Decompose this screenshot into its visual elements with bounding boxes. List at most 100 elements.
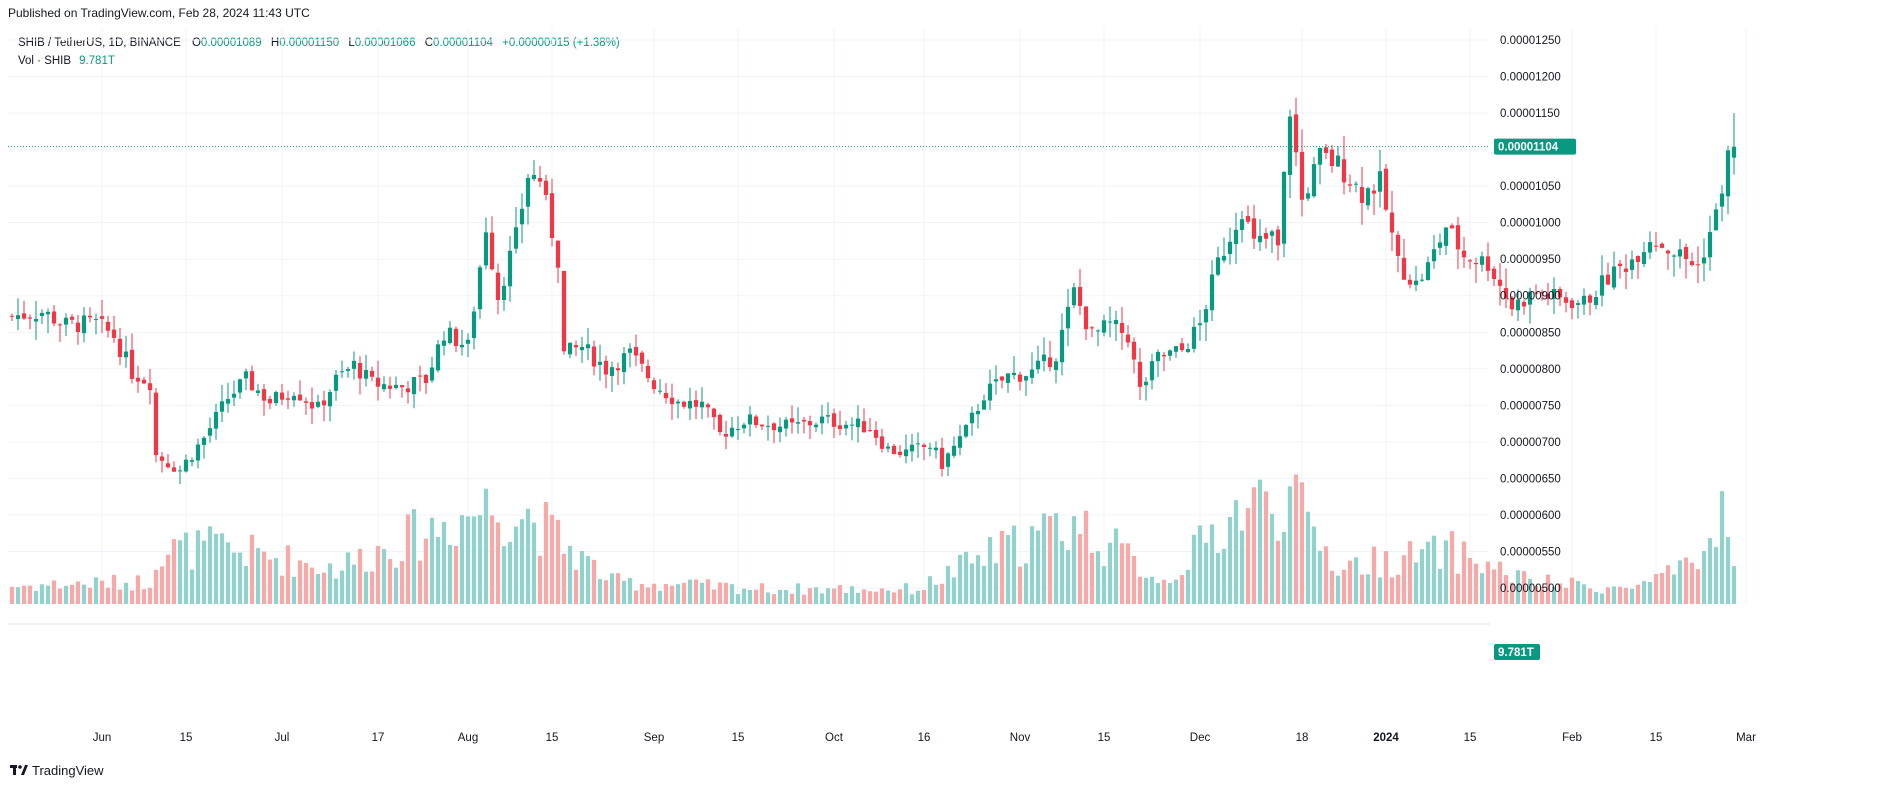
candle xyxy=(1161,351,1167,372)
volume-bar xyxy=(93,577,99,604)
candle xyxy=(1071,282,1077,309)
candle xyxy=(945,452,951,476)
volume-bar xyxy=(1167,582,1173,604)
tradingview-footer[interactable]: TradingView xyxy=(10,763,104,778)
volume-bar xyxy=(291,576,297,604)
candle xyxy=(1545,282,1551,306)
volume-bar xyxy=(813,587,819,604)
volume-bar xyxy=(1257,479,1263,604)
candle xyxy=(45,308,51,334)
volume-bar xyxy=(1701,551,1707,604)
volume-bar xyxy=(195,530,201,604)
candle xyxy=(513,207,519,254)
volume-bar xyxy=(1371,546,1377,604)
candle xyxy=(825,402,831,424)
x-tick-label: 15 xyxy=(732,732,745,744)
y-tick-label: 0.00000600 xyxy=(1500,510,1561,522)
volume-bar xyxy=(609,573,615,604)
chart-grid xyxy=(8,28,1747,604)
time-axis[interactable]: Jun 15 Jul 17 Aug 15 Sep 15 Oct 16 Nov 15 Dec 18 2024 1… xyxy=(93,732,1756,744)
candle xyxy=(1539,289,1545,301)
volume-bar xyxy=(1251,487,1257,604)
volume-bar xyxy=(1479,573,1485,604)
volume-bar xyxy=(1365,574,1371,604)
candle xyxy=(159,452,165,473)
candle xyxy=(369,366,375,381)
candle xyxy=(219,384,225,423)
volume-bar xyxy=(849,586,855,604)
volume-bar xyxy=(1101,566,1107,604)
volume-bar xyxy=(1533,585,1539,604)
volume-bar xyxy=(249,534,255,604)
x-tick-label: Feb xyxy=(1562,732,1582,744)
x-tick-label: 2024 xyxy=(1373,732,1399,744)
volume-bar xyxy=(1689,562,1695,604)
volume-bar xyxy=(999,530,1005,604)
volume-bar xyxy=(63,585,69,604)
x-tick-label: 16 xyxy=(918,732,931,744)
candle xyxy=(1731,113,1737,175)
candle xyxy=(609,361,615,392)
candle xyxy=(951,436,957,458)
candle xyxy=(387,376,393,399)
volume-bar xyxy=(885,590,891,604)
candle xyxy=(903,434,909,464)
volume-bar xyxy=(105,587,111,604)
volume-bar xyxy=(1005,535,1011,604)
candle xyxy=(591,340,597,376)
candle xyxy=(615,362,621,385)
volume-bar xyxy=(21,585,27,604)
candle xyxy=(555,240,561,284)
candle xyxy=(1599,255,1605,307)
volume-bar xyxy=(1521,571,1527,604)
candle xyxy=(1113,310,1119,341)
volume-bar xyxy=(1485,561,1491,604)
volume-bar xyxy=(1155,583,1161,604)
candle xyxy=(1173,345,1179,358)
x-tick-label: 15 xyxy=(1464,732,1477,744)
volume-bar xyxy=(33,590,39,604)
candle xyxy=(705,402,711,418)
volume-bar xyxy=(675,584,681,604)
volume-bar xyxy=(1401,555,1407,604)
candle xyxy=(1551,277,1557,314)
volume-bar xyxy=(1095,551,1101,604)
candle xyxy=(435,339,441,373)
candle xyxy=(1629,250,1635,280)
candle xyxy=(117,327,123,365)
price-axis[interactable]: 0.000012500.000012000.000011500.00001100… xyxy=(1500,35,1561,595)
y-tick-label: 0.00001000 xyxy=(1500,218,1561,230)
candle xyxy=(1299,129,1305,217)
candle xyxy=(57,322,63,342)
candle xyxy=(741,422,747,434)
y-tick-label: 0.00001150 xyxy=(1500,108,1560,120)
candle xyxy=(465,333,471,358)
volume-bar xyxy=(603,580,609,604)
candle xyxy=(399,385,405,398)
volume-bar xyxy=(1647,582,1653,604)
volume-bar xyxy=(417,560,423,604)
volume-bar xyxy=(771,594,777,604)
volume-bar xyxy=(1467,558,1473,604)
candle xyxy=(1623,254,1629,290)
volume-bar xyxy=(1359,574,1365,604)
candle xyxy=(729,417,735,438)
volume-label[interactable]: Vol · SHIB xyxy=(18,55,72,67)
candle xyxy=(1167,349,1173,361)
candle xyxy=(993,365,999,395)
candle xyxy=(795,407,801,434)
candle xyxy=(1725,145,1731,215)
volume-bar xyxy=(1635,584,1641,604)
candle xyxy=(423,373,429,394)
candle xyxy=(1647,231,1653,260)
volume-bar xyxy=(381,549,387,604)
volume-bar xyxy=(1695,569,1701,604)
candle xyxy=(693,390,699,420)
candle xyxy=(1641,241,1647,268)
candle xyxy=(777,417,783,443)
candle xyxy=(735,416,741,441)
candle xyxy=(1143,377,1149,401)
candle xyxy=(1467,259,1473,270)
candle xyxy=(1335,146,1341,167)
